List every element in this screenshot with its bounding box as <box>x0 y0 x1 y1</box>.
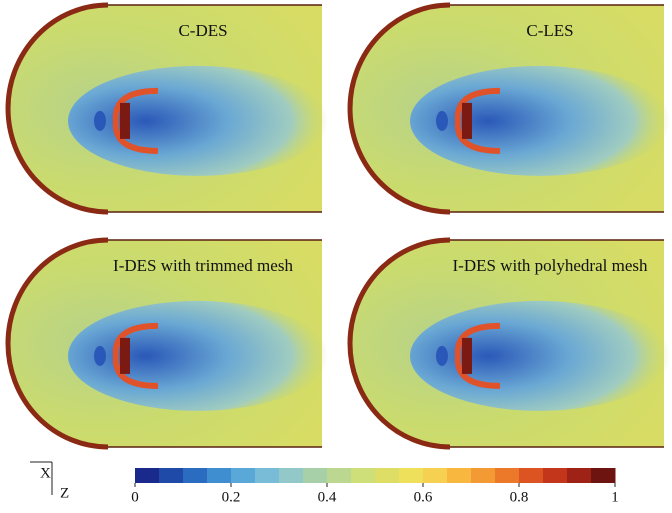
body <box>120 102 130 139</box>
colorbar-segment <box>519 468 544 483</box>
wake <box>68 65 328 176</box>
axis-label: X <box>40 465 51 481</box>
shear-layer <box>112 87 159 154</box>
stagnation <box>436 110 448 131</box>
bow-edge <box>5 237 109 450</box>
domain-edge <box>108 4 322 213</box>
colorbar-tick-label: 0.6 <box>414 489 433 505</box>
colorbar-segment <box>375 468 400 483</box>
colorbar-segment <box>183 468 208 483</box>
colorbar-tick-label: 0.8 <box>510 489 529 505</box>
colorbar-segment <box>255 468 280 483</box>
panel-label: I-DES with trimmed mesh <box>113 256 293 275</box>
colorbar-segment <box>543 468 568 483</box>
colorbar-segment <box>447 468 472 483</box>
colorbar-segment <box>207 468 232 483</box>
colorbar-segment <box>279 468 304 483</box>
panel-label: I-DES with polyhedral mesh <box>453 256 648 275</box>
colorbar-tick-label: 0.2 <box>222 489 241 505</box>
stagnation <box>94 345 106 366</box>
contour-panel: I-DES with polyhedral mesh <box>347 237 670 450</box>
stagnation <box>94 110 106 131</box>
colorbar-tick-label: 0 <box>131 489 139 505</box>
colorbar-segment <box>135 468 160 483</box>
shear-layer <box>454 322 501 389</box>
colorbar-segment <box>303 468 328 483</box>
body <box>120 337 130 374</box>
colorbar-segment <box>423 468 448 483</box>
stagnation <box>436 345 448 366</box>
shear-layer <box>112 322 159 389</box>
colorbar-segment <box>495 468 520 483</box>
body <box>462 337 472 374</box>
colorbar-tick-label: 0.4 <box>318 489 337 505</box>
colorbar-segment <box>591 468 616 483</box>
axes-triad: X Z <box>30 461 69 501</box>
domain-edge <box>108 239 322 448</box>
colorbar-segment <box>327 468 352 483</box>
shear-layer <box>454 87 501 154</box>
contour-panel: C-DES <box>5 2 328 215</box>
bow-edge <box>347 2 451 215</box>
panel-label: C-LES <box>526 21 573 40</box>
colorbar-segment <box>471 468 496 483</box>
bow-edge <box>347 237 451 450</box>
body <box>462 102 472 139</box>
colorbar-segment <box>159 468 184 483</box>
wake <box>68 300 328 411</box>
axis-label: Z <box>60 485 69 501</box>
colorbar-segment <box>351 468 376 483</box>
bow-edge <box>5 2 109 215</box>
colorbar-segment <box>567 468 592 483</box>
domain-edge <box>450 239 664 448</box>
colorbar-segment <box>399 468 424 483</box>
contour-panel: C-LES <box>347 2 670 215</box>
colorbar-tick-label: 1 <box>611 489 619 505</box>
domain-edge <box>450 4 664 213</box>
colorbar-segment <box>231 468 256 483</box>
wake <box>410 300 670 411</box>
wake <box>410 65 670 176</box>
contour-panel: I-DES with trimmed mesh <box>5 237 328 450</box>
panel-label: C-DES <box>178 21 227 40</box>
